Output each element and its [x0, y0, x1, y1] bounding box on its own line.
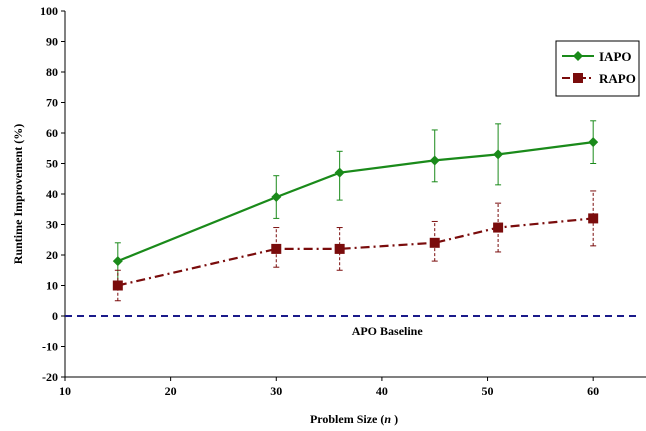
x-tick-label: 20 — [165, 384, 177, 398]
legend-marker — [573, 51, 583, 61]
data-point — [271, 243, 282, 254]
data-point — [429, 155, 440, 166]
data-point — [588, 213, 599, 224]
data-point — [112, 280, 123, 291]
series-line — [117, 141, 594, 263]
data-point — [429, 237, 440, 248]
x-tick-label: 30 — [270, 384, 282, 398]
y-tick-label: 0 — [52, 309, 58, 323]
legend-box — [555, 40, 640, 97]
y-tick-label: 90 — [46, 35, 58, 49]
legend-item-rapo: RAPO — [562, 71, 636, 86]
x-tick-label: 50 — [482, 384, 494, 398]
legend-label: IAPO — [599, 49, 632, 64]
y-tick-label: 40 — [46, 187, 58, 201]
data-point — [112, 256, 123, 267]
x-axis-title: Problem Size (n) — [310, 412, 398, 426]
data-point — [588, 137, 599, 148]
x-tick-label: 40 — [376, 384, 388, 398]
y-tick-label: 60 — [46, 126, 58, 140]
data-point — [334, 167, 345, 178]
series-line — [117, 217, 594, 287]
data-point — [493, 222, 504, 233]
data-point — [493, 149, 504, 160]
y-tick-label: -10 — [42, 340, 58, 354]
x-tick-label: 60 — [587, 384, 599, 398]
y-tick-label: 80 — [46, 65, 58, 79]
series-rapo — [112, 190, 599, 302]
legend-item-iapo: IAPO — [562, 49, 632, 64]
legend: IAPO RAPO — [555, 40, 640, 97]
y-tick-label: 10 — [46, 279, 58, 293]
y-tick-label: -20 — [42, 370, 58, 384]
baseline-layer: APO Baseline — [65, 315, 640, 338]
series-iapo — [112, 120, 599, 286]
y-tick-label: 30 — [46, 218, 58, 232]
legend-label: RAPO — [599, 71, 636, 86]
data-point — [271, 192, 282, 203]
y-axis-title: Runtime Improvement (%) — [11, 124, 25, 264]
y-tick-label: 20 — [46, 248, 58, 262]
baseline-label: APO Baseline — [352, 324, 424, 338]
y-tick-label: 100 — [40, 4, 58, 18]
y-tick-label: 70 — [46, 96, 58, 110]
data-point — [334, 243, 345, 254]
axes: -20 -10 0 10 20 30 40 50 60 70 80 90 100 10 20 30 40 50 60 — [40, 4, 646, 398]
y-tick-label: 50 — [46, 157, 58, 171]
x-tick-label: 10 — [59, 384, 71, 398]
series-layer — [112, 120, 599, 302]
legend-marker — [573, 73, 583, 83]
